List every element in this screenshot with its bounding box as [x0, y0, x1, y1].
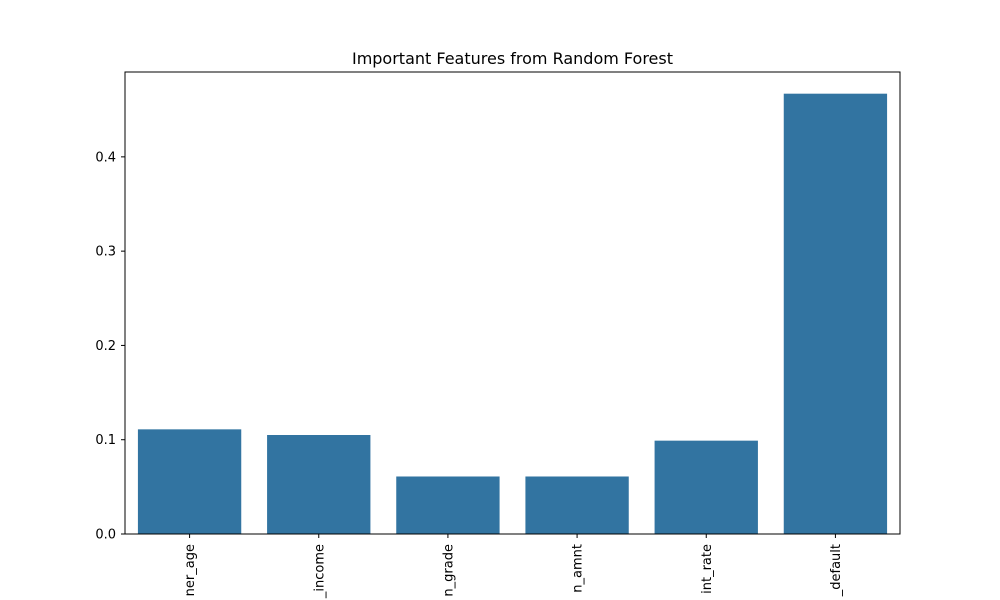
x-tick-label: ner_age: [183, 544, 198, 596]
bars-group: [137, 93, 888, 534]
y-tick-label: 0.2: [95, 339, 116, 354]
x-tick-label: int_rate: [700, 544, 715, 594]
x-tick-label: n_grade: [441, 544, 456, 597]
plot-frame: [124, 71, 901, 535]
bar-default: [783, 93, 888, 534]
y-tick-label: 0.1: [95, 433, 116, 448]
bar-ner_age: [137, 429, 242, 534]
chart-title: Important Features from Random Forest: [352, 49, 673, 68]
y-tick-label: 0.4: [95, 150, 116, 165]
x-tick-label: n_amnt: [571, 544, 586, 593]
y-tick-label: 0.3: [95, 245, 116, 260]
bar-n_grade: [396, 476, 500, 534]
x-tick-label: _default: [829, 544, 844, 597]
bar-int_rate: [654, 440, 758, 534]
bar-n_amnt: [525, 476, 629, 534]
x-tick-label: _income: [312, 544, 327, 599]
y-tick-label: 0.0: [95, 528, 116, 543]
bar-income: [267, 435, 371, 534]
y-axis: 0.0 0.1 0.2 0.3 0.4: [95, 150, 125, 543]
x-axis: ner_age _income n_grade n_amnt int_rate _defa…: [183, 534, 844, 599]
